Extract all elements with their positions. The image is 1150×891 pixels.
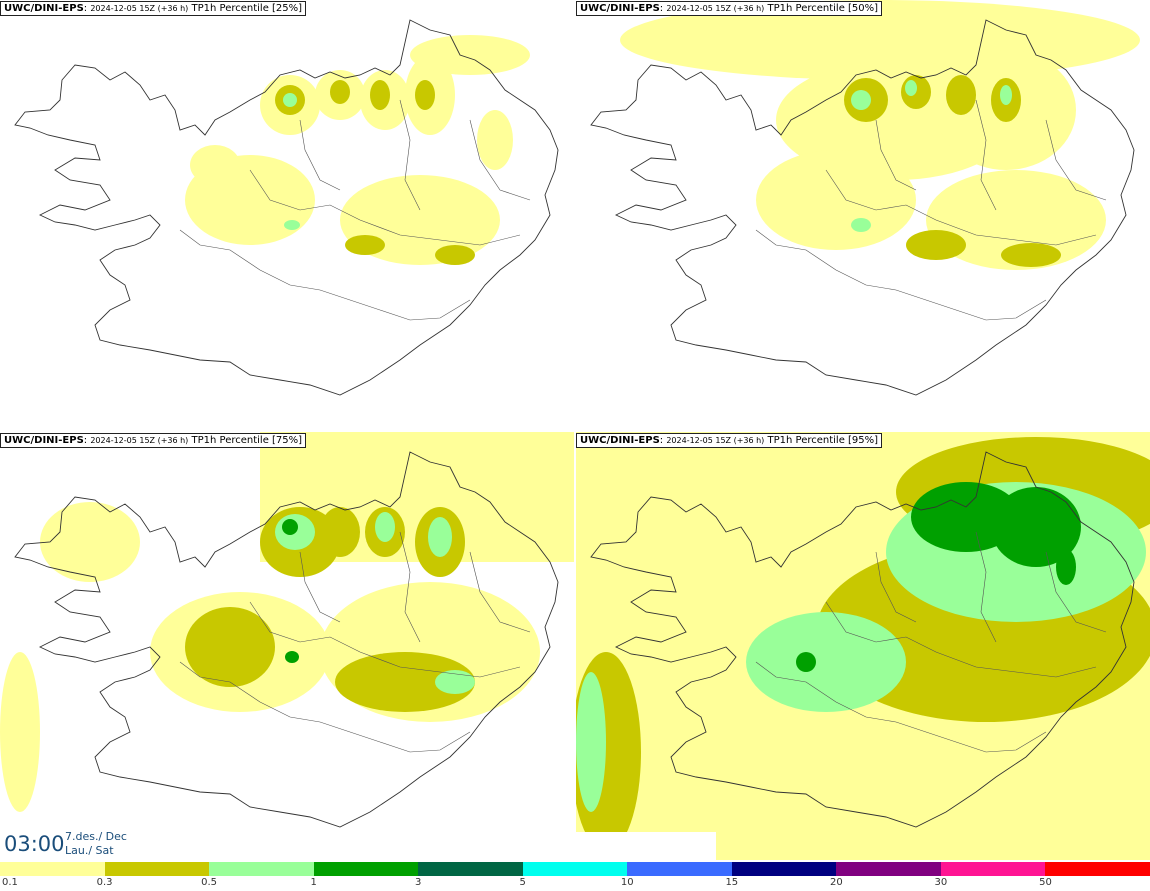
valid-date-line1: 7.des./ Dec xyxy=(65,830,127,843)
colorbar-swatch xyxy=(313,862,419,876)
map-panel-p25: UWC/DINI-EPS: 2024-12-05 15Z (+36 h) TP1… xyxy=(0,0,574,430)
colorbar-tick-label: 5 xyxy=(519,877,526,888)
colorbar-tick-label: 0.3 xyxy=(96,877,113,888)
field-name: TP1h Percentile [75%] xyxy=(191,435,303,446)
map-panel-p75: UWC/DINI-EPS: 2024-12-05 15Z (+36 h) TP1… xyxy=(0,432,574,862)
valid-time-clock: 03:00 xyxy=(4,832,65,856)
colorbar-swatch xyxy=(0,862,105,876)
panel-title: UWC/DINI-EPS: 2024-12-05 15Z (+36 h) TP1… xyxy=(0,1,307,16)
precip-map-p50 xyxy=(590,0,1140,396)
model-name: UWC/DINI-EPS xyxy=(580,3,660,14)
field-name: TP1h Percentile [25%] xyxy=(191,3,303,14)
colorbar-swatch xyxy=(104,862,210,876)
map-panel-p50: UWC/DINI-EPS: 2024-12-05 15Z (+36 h) TP1… xyxy=(576,0,1150,430)
colorbar-swatch xyxy=(1045,862,1150,876)
run-time: 2024-12-05 15Z (+36 h) xyxy=(666,436,765,445)
colorbar-tick-label: 15 xyxy=(725,877,739,888)
precip-colorbar xyxy=(0,862,1150,876)
field-name: TP1h Percentile [95%] xyxy=(767,435,879,446)
colorbar-tick-label: 50 xyxy=(1039,877,1052,888)
run-time: 2024-12-05 15Z (+36 h) xyxy=(90,4,189,13)
colorbar-swatch xyxy=(940,862,1046,876)
run-time: 2024-12-05 15Z (+36 h) xyxy=(90,436,189,445)
colorbar-swatch xyxy=(627,862,732,876)
valid-date-line2: Lau./ Sat xyxy=(65,844,114,857)
colorbar-swatch xyxy=(209,862,314,876)
map-panel-p95: UWC/DINI-EPS: 2024-12-05 15Z (+36 h) TP1… xyxy=(576,432,1150,860)
run-time: 2024-12-05 15Z (+36 h) xyxy=(666,4,765,13)
model-name: UWC/DINI-EPS xyxy=(4,435,84,446)
colorbar-tick-label: 0.1 xyxy=(2,877,18,888)
colorbar-ticks: 0.1 0.3 0.5 1 3 5 10 15 20 30 50 xyxy=(0,877,1150,891)
model-name: UWC/DINI-EPS xyxy=(4,3,84,14)
precip-map-p25 xyxy=(14,19,559,396)
colorbar-tick-label: 30 xyxy=(934,877,948,888)
colorbar-swatch xyxy=(731,862,837,876)
colorbar-swatch xyxy=(522,862,628,876)
colorbar-swatch xyxy=(418,862,523,876)
field-name: TP1h Percentile [50%] xyxy=(767,3,879,14)
panel-title: UWC/DINI-EPS: 2024-12-05 15Z (+36 h) TP1… xyxy=(0,433,307,448)
valid-time-box: 03:00 7.des./ Dec Lau./ Sat xyxy=(0,826,132,860)
colorbar-tick-label: 20 xyxy=(829,877,843,888)
colorbar-tick-label: 1 xyxy=(310,877,317,888)
colorbar-tick-label: 10 xyxy=(620,877,634,888)
precip-map-p95 xyxy=(576,432,1150,860)
colorbar-tick-label: 3 xyxy=(414,877,422,888)
panel-title: UWC/DINI-EPS: 2024-12-05 15Z (+36 h) TP1… xyxy=(576,1,883,16)
panel-title: UWC/DINI-EPS: 2024-12-05 15Z (+36 h) TP1… xyxy=(576,433,883,448)
precip-map-p75 xyxy=(0,432,574,828)
colorbar-swatch xyxy=(836,862,941,876)
colorbar-tick-label: 0.5 xyxy=(201,877,218,888)
model-name: UWC/DINI-EPS xyxy=(580,435,660,446)
